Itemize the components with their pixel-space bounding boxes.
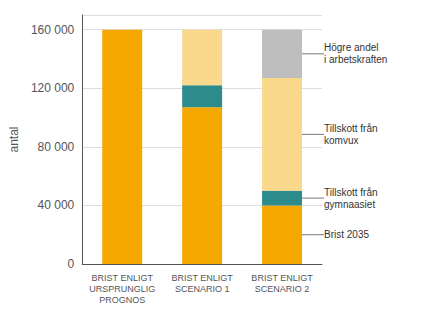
svg-text:BRIST ENLIGT: BRIST ENLIGT	[92, 273, 154, 283]
svg-text:40 000: 40 000	[38, 198, 75, 212]
svg-text:SCENARIO 2: SCENARIO 2	[255, 284, 310, 294]
svg-text:Tillskott från: Tillskott från	[324, 123, 378, 134]
svg-text:Högre andel: Högre andel	[324, 42, 378, 53]
svg-text:Tillskott från: Tillskott från	[324, 187, 378, 198]
svg-text:BRIST ENLIGT: BRIST ENLIGT	[251, 273, 313, 283]
svg-text:gymnaasiet: gymnaasiet	[324, 199, 375, 210]
svg-text:i arbetskraften: i arbetskraften	[324, 54, 387, 65]
svg-text:URSPRUNGLIG: URSPRUNGLIG	[89, 284, 155, 294]
svg-text:160 000: 160 000	[31, 23, 75, 37]
svg-text:BRIST ENLIGT: BRIST ENLIGT	[171, 273, 233, 283]
svg-text:komvux: komvux	[324, 135, 358, 146]
svg-text:120 000: 120 000	[31, 81, 75, 95]
svg-text:80 000: 80 000	[38, 140, 75, 154]
svg-text:PROGNOS: PROGNOS	[99, 295, 145, 305]
svg-text:0: 0	[68, 257, 75, 271]
svg-text:Brist 2035: Brist 2035	[324, 229, 369, 240]
svg-text:SCENARIO 1: SCENARIO 1	[175, 284, 230, 294]
svg-text:antal: antal	[7, 126, 21, 152]
